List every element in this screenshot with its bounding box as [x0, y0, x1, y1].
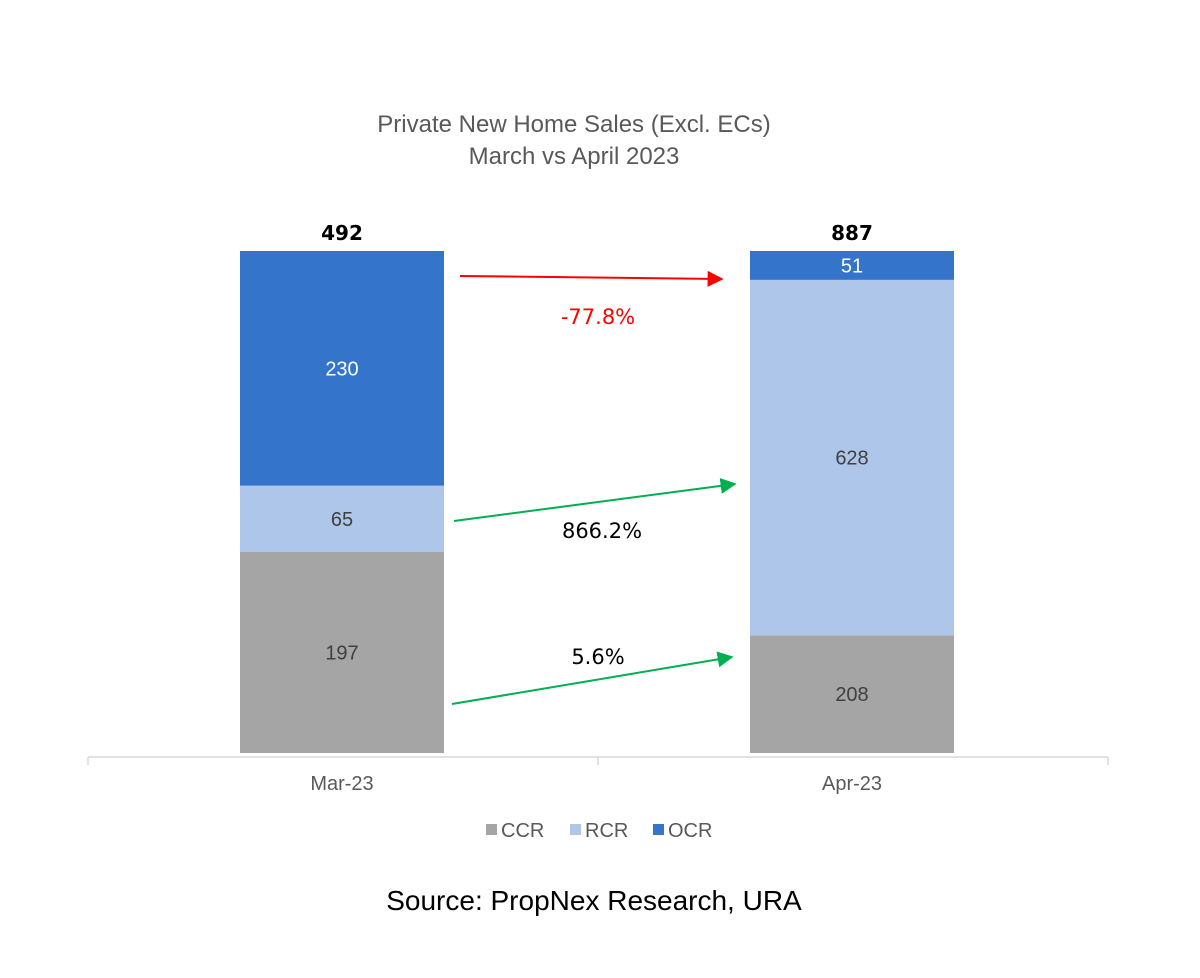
change-label-rcr: 866.2% — [562, 519, 642, 543]
bar-ocr-apr-23 — [750, 251, 954, 280]
source-note: Source: PropNex Research, URA — [386, 885, 802, 916]
x-tick-label-apr-23: Apr-23 — [822, 773, 882, 795]
labels-layer: 197 65 230 492 Mar-23 208 628 51 887 Apr-23 — [310, 221, 882, 795]
change-arrow-ccr — [451, 651, 734, 705]
data-label-rcr-mar-23: 65 — [331, 509, 353, 531]
data-label-ocr-apr-23: 51 — [841, 255, 863, 277]
legend-swatch-ocr — [653, 824, 664, 835]
bar-ocr-mar-23 — [240, 251, 444, 486]
legend-label-ccr: CCR — [501, 820, 544, 842]
bar-rcr-apr-23 — [750, 279, 954, 636]
data-label-ocr-mar-23: 230 — [325, 358, 358, 380]
x-tick-label-mar-23: Mar-23 — [310, 773, 373, 795]
data-label-ccr-apr-23: 208 — [835, 684, 868, 706]
chart-title-line-1: Private New Home Sales (Excl. ECs) — [377, 111, 770, 138]
arrows-layer: -77.8% 866.2% 5.6% — [451, 270, 737, 705]
change-arrow-ocr — [459, 270, 724, 287]
legend-label-rcr: RCR — [585, 820, 628, 842]
data-label-rcr-apr-23: 628 — [835, 448, 868, 470]
legend-swatch-rcr — [570, 824, 581, 835]
legend: CCR RCR OCR — [486, 820, 712, 842]
change-label-ccr: 5.6% — [571, 645, 624, 669]
bar-rcr-mar-23 — [240, 485, 444, 552]
total-label-apr-23: 887 — [831, 221, 873, 245]
bars-layer — [240, 251, 954, 753]
bar-ccr-mar-23 — [240, 551, 444, 753]
change-label-ocr: -77.8% — [561, 305, 635, 329]
data-label-ccr-mar-23: 197 — [325, 642, 358, 664]
legend-swatch-ccr — [486, 824, 497, 835]
chart-title-line-2: March vs April 2023 — [469, 143, 680, 170]
change-arrow-rcr — [453, 477, 737, 522]
total-label-mar-23: 492 — [321, 221, 363, 245]
legend-label-ocr: OCR — [668, 820, 712, 842]
bar-ccr-apr-23 — [750, 635, 954, 753]
